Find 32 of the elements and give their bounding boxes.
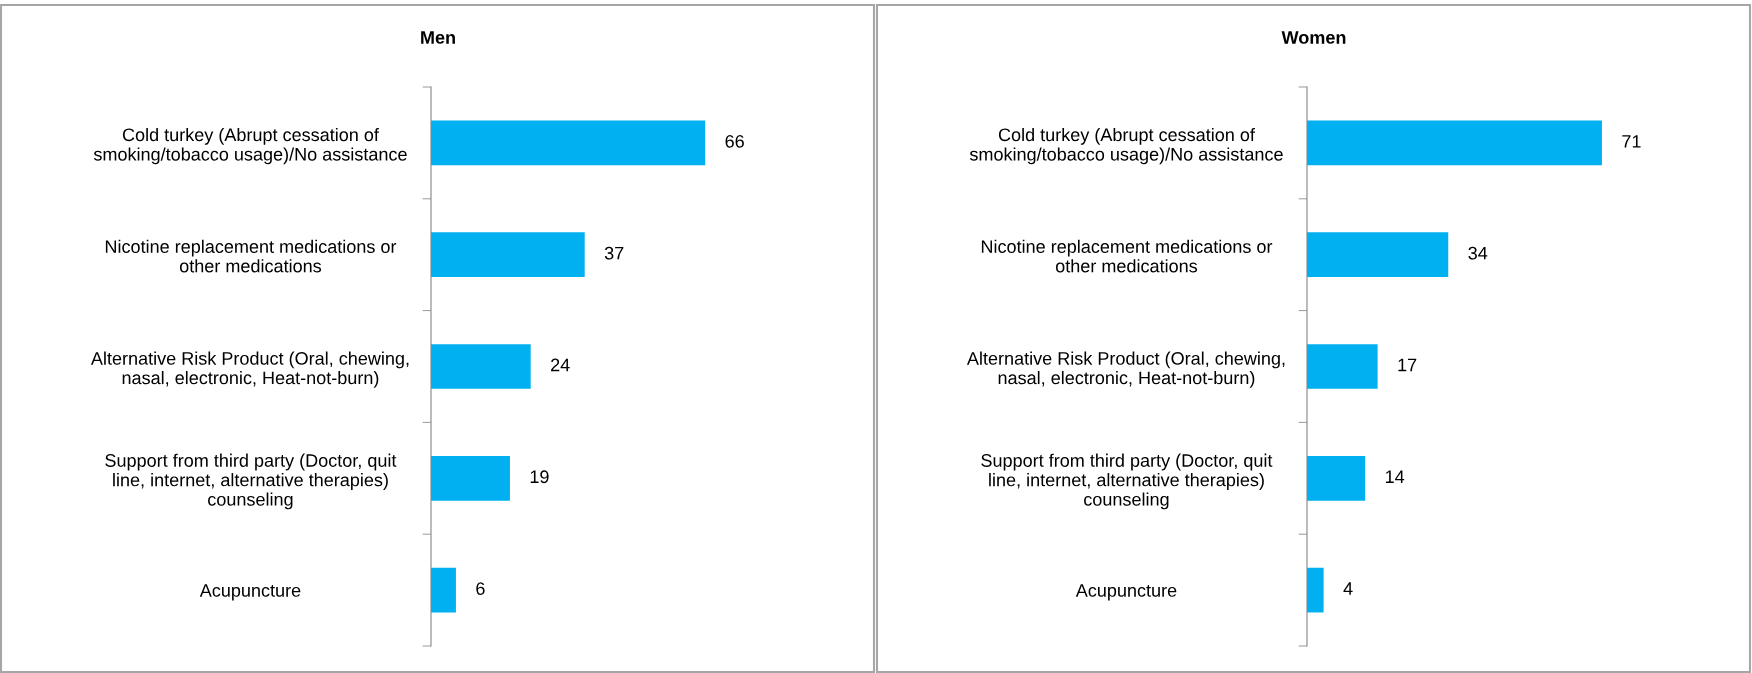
bar xyxy=(431,567,456,613)
data-label: 4 xyxy=(1343,582,1353,595)
y-tick-label: Nicotine replacement medications or other medications xyxy=(981,239,1273,273)
data-label: 66 xyxy=(725,134,744,148)
y-tick-label: Nicotine replacement medications or other medications xyxy=(105,239,397,273)
y-tick-label: Alternative Risk Product (Oral, chewing, nasal, electronic, Heat-not-burn) xyxy=(90,351,409,388)
data-label: 6 xyxy=(476,582,485,595)
data-label: 14 xyxy=(1385,470,1405,483)
y-tick-label: Alternative Risk Product (Oral, chewing, nasal, electronic, Heat-not-burn) xyxy=(966,351,1285,388)
data-label: 17 xyxy=(1398,358,1417,372)
bar xyxy=(431,232,585,278)
chart-title: Women xyxy=(1281,31,1346,44)
bar xyxy=(1307,232,1449,278)
chart-title: Men xyxy=(421,31,455,44)
data-label: 24 xyxy=(551,358,570,372)
bar xyxy=(1307,344,1378,389)
data-label: 37 xyxy=(604,246,624,260)
bar xyxy=(1307,120,1602,166)
y-tick-label: Support from third party (Doctor, quit line, internet, alternative therapies) counseling xyxy=(105,453,397,510)
data-label: 71 xyxy=(1622,135,1641,148)
y-tick-label: Cold turkey (Abrupt cessation of smoking/tobacco usage)/No assistance xyxy=(969,127,1283,165)
data-label: 34 xyxy=(1468,246,1488,260)
bar xyxy=(1307,455,1366,501)
data-label: 19 xyxy=(530,470,549,484)
bar xyxy=(431,455,510,501)
y-tick-label: Acupuncture xyxy=(199,584,301,601)
y-tick-label: Support from third party (Doctor, quit line, internet, alternative therapies) counseling xyxy=(981,453,1273,510)
bar xyxy=(431,120,706,166)
y-tick-label: Acupuncture xyxy=(1075,584,1177,601)
bar xyxy=(431,344,531,389)
y-tick-label: Cold turkey (Abrupt cessation of smoking/tobacco usage)/No assistance xyxy=(93,127,407,165)
bar xyxy=(1307,567,1324,613)
